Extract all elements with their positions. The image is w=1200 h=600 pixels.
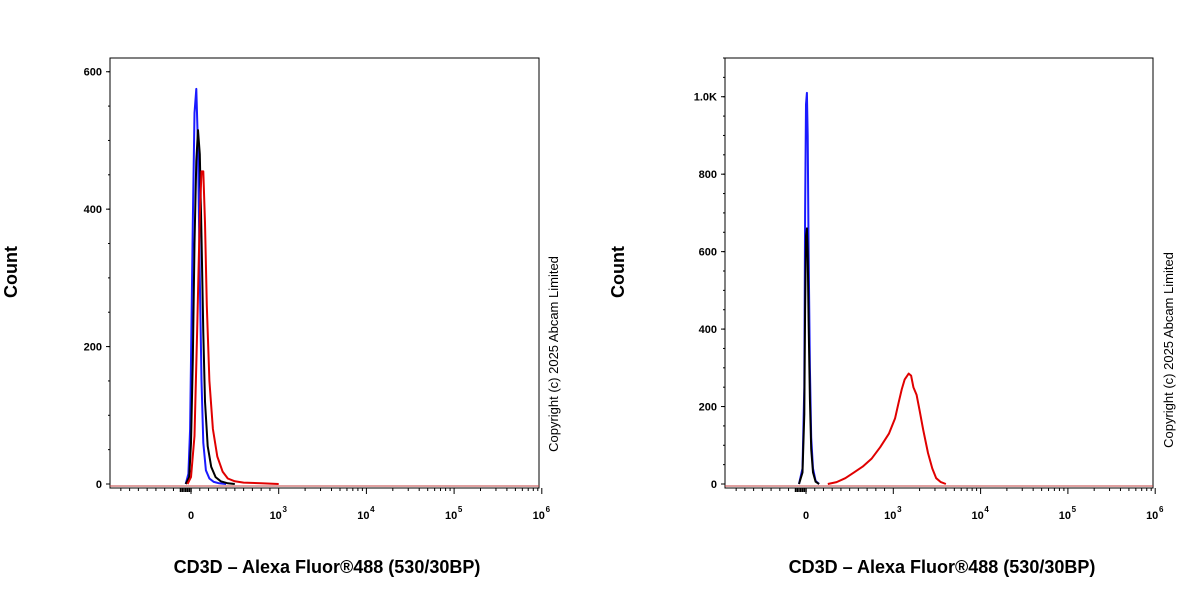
y-tick-label: 0 <box>96 479 102 491</box>
x-tick-label: 10 <box>357 510 369 522</box>
x-tick-exponent: 6 <box>546 505 551 514</box>
x-tick-exponent: 6 <box>1159 505 1164 514</box>
y-tick-label: 0 <box>711 479 717 491</box>
x-tick-label: 0 <box>803 510 809 522</box>
plot-frame <box>724 57 1154 489</box>
x-tick-label: 10 <box>971 510 983 522</box>
x-tick-exponent: 4 <box>984 505 989 514</box>
x-tick-label: 0 <box>188 510 194 522</box>
x-tick-label: 10 <box>884 510 896 522</box>
y-tick-label: 1.0K <box>694 92 717 104</box>
x-tick-label: 10 <box>445 510 457 522</box>
y-axis-title: Count <box>608 246 628 298</box>
histogram-series-2 <box>186 170 279 485</box>
x-tick-exponent: 5 <box>458 505 463 514</box>
y-tick-label: 400 <box>699 324 717 336</box>
histogram-series-2 <box>827 372 947 485</box>
x-axis-title: CD3D – Alexa Fluor®488 (530/30BP) <box>174 557 481 577</box>
x-tick-exponent: 3 <box>282 505 287 514</box>
histogram-series-1 <box>184 129 235 485</box>
x-tick-label: 10 <box>1059 510 1071 522</box>
histogram-series-0 <box>184 87 227 485</box>
y-axis: 0 200 400 600 800 1.0K <box>694 57 725 491</box>
y-tick-label: 200 <box>699 402 717 414</box>
y-axis-title: Count <box>1 246 21 298</box>
y-tick-label: 600 <box>84 67 102 79</box>
x-tick-label: 10 <box>270 510 282 522</box>
x-tick-label: 10 <box>1146 510 1158 522</box>
x-tick-exponent: 5 <box>1072 505 1077 514</box>
plot-frame <box>109 57 540 489</box>
series-lines <box>110 87 539 487</box>
x-axis-title: CD3D – Alexa Fluor®488 (530/30BP) <box>789 557 1096 577</box>
y-axis: 0 200 400 600 <box>84 67 110 491</box>
series-lines <box>725 91 1153 487</box>
y-tick-label: 800 <box>699 169 717 181</box>
x-tick-exponent: 4 <box>370 505 375 514</box>
y-tick-label: 200 <box>84 342 102 354</box>
histogram-series-1 <box>798 227 820 485</box>
copyright-notice: Copyright (c) 2025 Abcam Limited <box>1161 252 1176 448</box>
x-tick-exponent: 3 <box>897 505 902 514</box>
y-tick-label: 400 <box>84 204 102 216</box>
y-tick-label: 600 <box>699 247 717 259</box>
x-tick-label: 10 <box>533 510 545 522</box>
copyright-notice: Copyright (c) 2025 Abcam Limited <box>546 256 561 452</box>
